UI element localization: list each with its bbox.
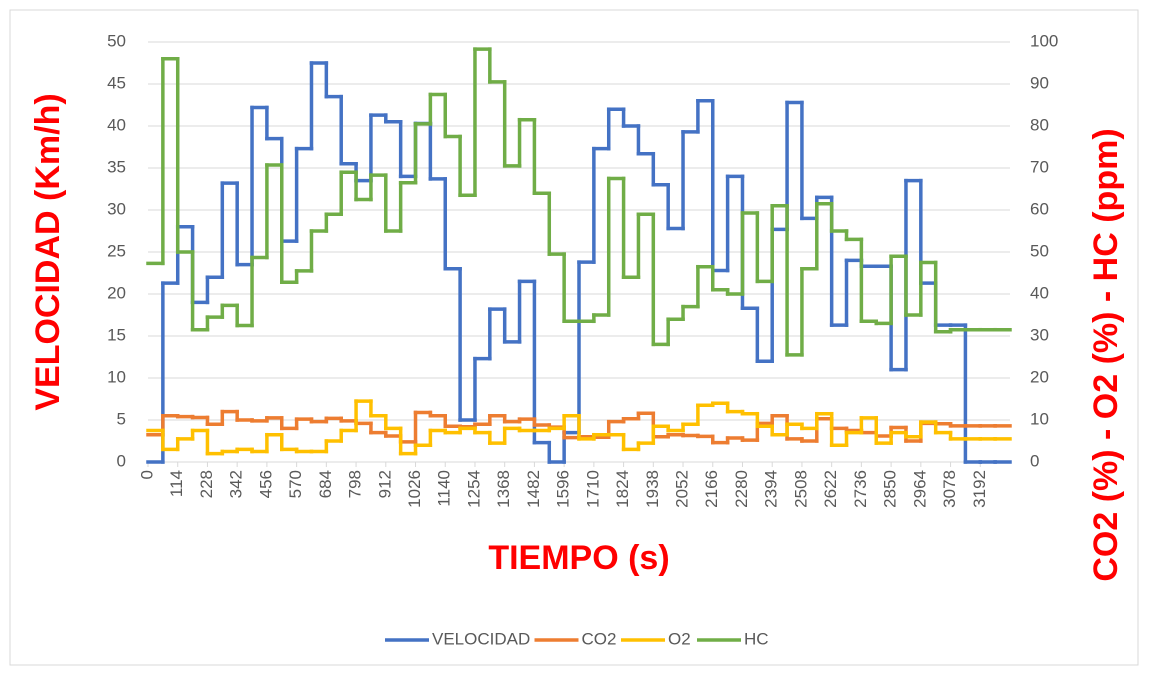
- x-tick-label: 1482: [524, 470, 543, 508]
- x-axis-title: TIEMPO (s): [488, 539, 669, 577]
- y2-tick-label: 70: [1030, 157, 1049, 176]
- x-tick-label: 1710: [583, 470, 602, 508]
- y2-axis-title: CO2 (%) - O2 (%) - HC (ppm): [1087, 128, 1125, 581]
- y2-tick-label: 30: [1030, 325, 1049, 344]
- y-tick-label: 5: [117, 409, 126, 428]
- x-tick-label: 2280: [732, 470, 751, 508]
- x-tick-label: 2052: [673, 470, 692, 508]
- x-tick-label: 570: [286, 470, 305, 498]
- chart-frame: [9, 9, 1139, 666]
- x-tick-label: 1938: [643, 470, 662, 508]
- y-axis-title: VELOCIDAD (Km/h): [29, 93, 67, 410]
- x-tick-label: 1254: [464, 470, 483, 508]
- y-tick-label: 50: [107, 31, 126, 50]
- y-tick-label: 15: [107, 325, 126, 344]
- x-tick-label: 1596: [554, 470, 573, 508]
- y-tick-label: 40: [107, 115, 126, 134]
- x-tick-label: 2850: [881, 470, 900, 508]
- y-tick-label: 0: [117, 451, 126, 470]
- x-tick-label: 342: [227, 470, 246, 498]
- x-tick-label: 2736: [851, 470, 870, 508]
- legend-label: VELOCIDAD: [432, 629, 530, 648]
- x-tick-label: 228: [197, 470, 216, 498]
- x-tick-label: 456: [256, 470, 275, 498]
- legend-label: HC: [744, 629, 769, 648]
- y-tick-label: 30: [107, 199, 126, 218]
- y2-tick-label: 90: [1030, 73, 1049, 92]
- y2-tick-label: 80: [1030, 115, 1049, 134]
- x-tick-label: 2394: [762, 470, 781, 508]
- y2-tick-label: 50: [1030, 241, 1049, 260]
- y2-tick-label: 40: [1030, 283, 1049, 302]
- y2-tick-label: 100: [1030, 31, 1058, 50]
- x-tick-label: 2622: [821, 470, 840, 508]
- x-tick-label: 2964: [910, 470, 929, 508]
- x-tick-label: 1824: [613, 470, 632, 508]
- x-tick-label: 0: [137, 470, 156, 479]
- y-tick-label: 45: [107, 73, 126, 92]
- y2-tick-label: 10: [1030, 409, 1049, 428]
- x-tick-label: 2166: [702, 470, 721, 508]
- legend-label: CO2: [582, 629, 617, 648]
- x-tick-label: 1140: [435, 470, 454, 507]
- x-tick-label: 798: [346, 470, 365, 498]
- x-tick-label: 684: [316, 470, 335, 498]
- x-tick-label: 3192: [970, 470, 989, 508]
- x-tick-label: 1026: [405, 470, 424, 508]
- legend-label: O2: [668, 629, 691, 648]
- y-tick-label: 20: [107, 283, 126, 302]
- x-tick-label: 3078: [940, 470, 959, 508]
- x-tick-label: 114: [167, 470, 186, 497]
- y2-tick-label: 0: [1030, 451, 1039, 470]
- y2-tick-label: 20: [1030, 367, 1049, 386]
- x-tick-label: 912: [375, 470, 394, 498]
- y-tick-label: 10: [107, 367, 126, 386]
- x-tick-label: 1368: [494, 470, 513, 508]
- y2-tick-label: 60: [1030, 199, 1049, 218]
- y-tick-label: 25: [107, 241, 126, 260]
- x-tick-label: 2508: [791, 470, 810, 508]
- y-tick-label: 35: [107, 157, 126, 176]
